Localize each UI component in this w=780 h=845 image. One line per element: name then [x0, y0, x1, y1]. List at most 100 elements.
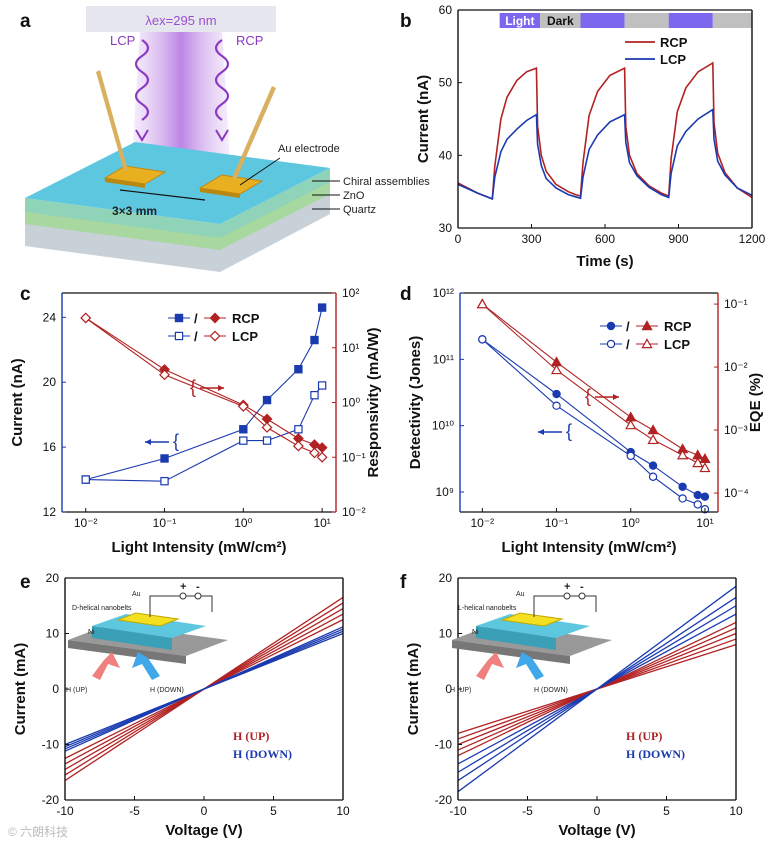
layer-label-zno: ZnO: [343, 190, 365, 202]
x-tick-label: -5: [129, 804, 140, 818]
y-tick-label: 0: [445, 682, 452, 696]
legend-label: H (UP): [626, 729, 662, 743]
x-axis-label: Light Intensity (mW/cm²): [502, 539, 677, 556]
x-tick-label: -10: [56, 804, 74, 818]
y2-axis-label: EQE (%): [747, 373, 764, 432]
legend-marker: [174, 313, 184, 323]
layer-label-chiral: Chiral assemblies: [343, 176, 430, 188]
data-point-current-lcp: [81, 475, 90, 484]
x-tick-label: 5: [663, 804, 670, 818]
au-electrode-right: [198, 174, 264, 195]
y-tick-label: 60: [439, 3, 453, 17]
y-tick-label: 10⁻²: [724, 360, 748, 374]
x-tick-label: 10⁻²: [470, 516, 494, 530]
series-line-detectivity-rcp: [481, 338, 706, 498]
panel-c-label: c: [20, 284, 31, 305]
y-tick-label: 10¹: [342, 341, 359, 355]
data-point-detectivity-rcp: [693, 490, 702, 500]
data-point-detectivity-rcp: [678, 482, 687, 491]
ni-layer-side: [452, 640, 570, 664]
y-tick-label: 20: [46, 571, 60, 585]
axis-pointer-arrowhead: [613, 394, 619, 400]
y-tick-label: -10: [42, 738, 60, 752]
terminal-plus: [179, 592, 187, 600]
series-line-responsivity-rcp: [85, 317, 323, 449]
y-tick-label: 10⁻¹: [724, 297, 748, 311]
y-axis-label: Current (mA): [12, 643, 29, 736]
x-tick-label: 300: [521, 232, 541, 246]
data-point-responsivity-lcp: [237, 400, 249, 412]
x-tick-label: -10: [449, 804, 467, 818]
legend-marker: [209, 312, 221, 324]
data-point-EQE-rcp: [647, 424, 659, 435]
data-point-detectivity-rcp: [552, 389, 561, 399]
axis-pointer-arrowhead: [538, 429, 544, 435]
axis-pointer-arrowhead: [218, 385, 224, 391]
rcp-arrowhead: [215, 129, 229, 142]
data-point-EQE-lcp: [699, 462, 711, 473]
legend-marker: [606, 339, 616, 349]
y-tick-label: 10⁻¹: [342, 450, 366, 464]
legend-marker: [209, 330, 221, 342]
y-axis-label: Current (mA): [405, 643, 422, 736]
legend-label: H (UP): [233, 729, 269, 743]
legend-sep: /: [626, 319, 630, 334]
lcp-wave: [134, 39, 150, 121]
probe-left: [96, 70, 128, 171]
ni-label: Ni: [88, 629, 95, 636]
quartz-layer: [25, 192, 330, 272]
y-axis-label: Detectivity (Jones): [407, 336, 424, 469]
y-tick-label: 10¹²: [433, 286, 454, 300]
legend-label: RCP: [664, 319, 692, 334]
data-point-current-lcp: [160, 476, 169, 486]
nanobelt-side: [476, 626, 556, 650]
data-point-current-lcp: [317, 381, 327, 390]
data-point-detectivity-lcp: [478, 335, 487, 344]
data-point-responsivity-lcp: [261, 422, 273, 433]
data-point-current-rcp: [310, 335, 319, 345]
period-segment: [668, 13, 713, 28]
legend-label: LCP: [664, 337, 690, 352]
minus-label: -: [580, 581, 584, 593]
y-axis-label: Current (nA): [9, 358, 26, 446]
legend-marker: [174, 331, 184, 341]
y-tick-label: 10: [46, 627, 60, 641]
y-tick-label: 12: [43, 505, 57, 519]
legend-marker: [606, 321, 616, 331]
series-line-current-lcp: [85, 385, 323, 482]
legend-marker: [641, 320, 653, 331]
legend-sep: /: [194, 311, 198, 326]
nanobelt-label: L-helical nanobelts: [458, 605, 517, 612]
data-point-detectivity-lcp: [648, 472, 658, 481]
gap-label: 3×3 mm: [112, 204, 157, 218]
x-axis-label: Light Intensity (mW/cm²): [112, 539, 287, 556]
x-tick-label: 1200: [739, 232, 766, 246]
excitation-box: [86, 6, 276, 32]
x-tick-label: 10¹: [313, 516, 330, 530]
data-point-current-rcp: [239, 425, 248, 434]
y-tick-label: 0: [52, 682, 59, 696]
panel-f-label: f: [400, 572, 407, 593]
data-point-detectivity-rcp: [648, 461, 658, 470]
x-axis-label: Voltage (V): [165, 822, 242, 839]
lcp-label: LCP: [110, 33, 135, 48]
watermark: © 六朗科技: [8, 825, 68, 839]
bracket-symbol: {: [173, 431, 179, 451]
x-tick-label: 10: [729, 804, 743, 818]
x-tick-label: 900: [668, 232, 688, 246]
circuit-wire: [149, 595, 213, 617]
legend-sep: /: [194, 329, 198, 344]
data-point-responsivity-lcp: [80, 312, 92, 324]
data-point-detectivity-lcp: [693, 500, 702, 509]
rcp-label: RCP: [236, 33, 263, 48]
bracket-symbol: {: [566, 421, 572, 441]
data-point-current-lcp: [310, 391, 319, 400]
zno-layer: [25, 180, 330, 250]
au-electrode-label: Au electrode: [278, 143, 340, 155]
au-label: Au: [132, 591, 141, 598]
legend-sep: /: [626, 337, 630, 352]
excitation-label: λex=295 nm: [145, 13, 216, 28]
data-point-detectivity-lcp: [678, 494, 687, 503]
y-tick-label: 24: [43, 310, 57, 324]
